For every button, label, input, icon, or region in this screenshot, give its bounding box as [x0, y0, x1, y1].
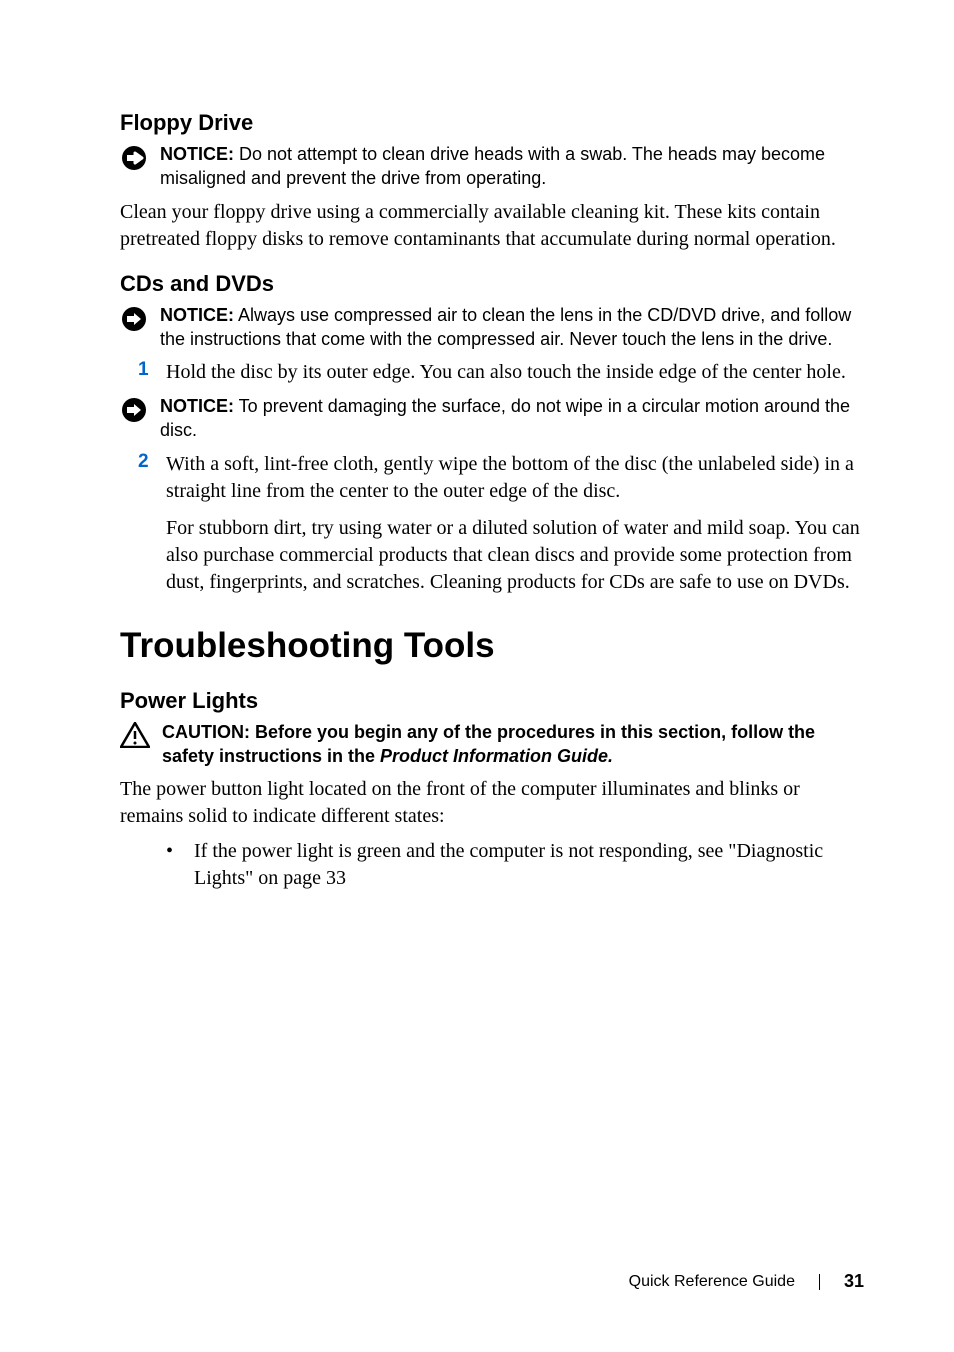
- notice-label: NOTICE:: [160, 396, 234, 416]
- step-number: 1: [138, 359, 166, 381]
- heading-cds: CDs and DVDs: [120, 271, 864, 297]
- floppy-body: Clean your floppy drive using a commerci…: [120, 199, 864, 253]
- notice-label: NOTICE:: [160, 305, 234, 325]
- bullet-1: • If the power light is green and the co…: [120, 838, 864, 892]
- notice-cds-2: NOTICE: To prevent damaging the surface,…: [120, 394, 864, 443]
- caution-body-b: Product Information Guide.: [380, 746, 613, 766]
- power-body: The power button light located on the fr…: [120, 776, 864, 830]
- step-number: 2: [138, 451, 166, 473]
- caution-power: CAUTION: Before you begin any of the pro…: [120, 720, 864, 769]
- notice-floppy: NOTICE: Do not attempt to clean drive he…: [120, 142, 864, 191]
- heading-power: Power Lights: [120, 688, 864, 714]
- notice-body: Do not attempt to clean drive heads with…: [160, 144, 825, 188]
- notice-label: NOTICE:: [160, 144, 234, 164]
- notice-text: NOTICE: Always use compressed air to cle…: [160, 303, 864, 352]
- heading-trouble: Troubleshooting Tools: [120, 626, 864, 666]
- notice-icon: [120, 396, 148, 429]
- caution-text: CAUTION: Before you begin any of the pro…: [162, 720, 864, 769]
- notice-body: Always use compressed air to clean the l…: [160, 305, 851, 349]
- step-body: With a soft, lint-free cloth, gently wip…: [166, 451, 864, 505]
- caution-label: CAUTION:: [162, 722, 255, 742]
- footer-page: 31: [844, 1271, 864, 1292]
- notice-cds-1: NOTICE: Always use compressed air to cle…: [120, 303, 864, 352]
- step-1: 1 Hold the disc by its outer edge. You c…: [120, 359, 864, 386]
- step-2-sub: For stubborn dirt, try using water or a …: [166, 515, 864, 596]
- notice-text: NOTICE: To prevent damaging the surface,…: [160, 394, 864, 443]
- step-2: 2 With a soft, lint-free cloth, gently w…: [120, 451, 864, 505]
- footer-title: Quick Reference Guide: [629, 1273, 795, 1291]
- caution-icon: [120, 722, 150, 753]
- bullet-dot: •: [166, 838, 194, 864]
- footer-separator: [819, 1274, 820, 1290]
- notice-body: To prevent damaging the surface, do not …: [160, 396, 850, 440]
- heading-floppy: Floppy Drive: [120, 110, 864, 136]
- bullet-body: If the power light is green and the comp…: [194, 838, 864, 892]
- notice-icon: [120, 144, 148, 177]
- notice-text: NOTICE: Do not attempt to clean drive he…: [160, 142, 864, 191]
- footer: Quick Reference Guide 31: [629, 1271, 864, 1292]
- notice-icon: [120, 305, 148, 338]
- step-body: Hold the disc by its outer edge. You can…: [166, 359, 864, 386]
